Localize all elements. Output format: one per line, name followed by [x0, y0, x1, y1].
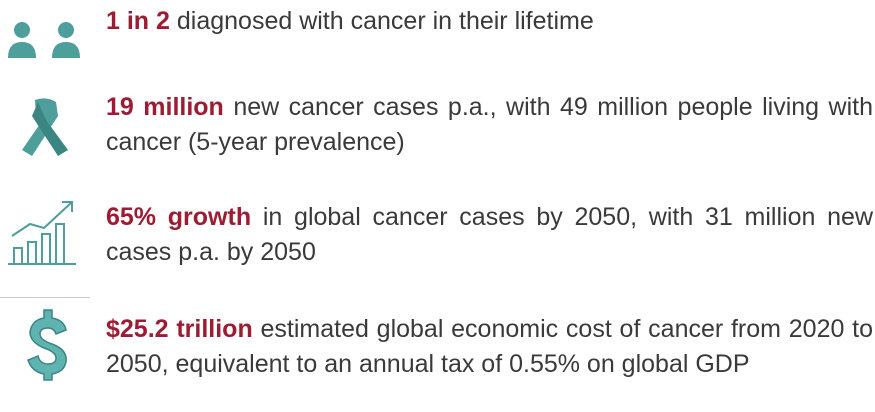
- fact-text: $25.2 trillion estimated global economic…: [106, 312, 873, 382]
- description: in global cancer cases by 2050, with 31 …: [106, 203, 873, 266]
- description: diagnosed with cancer in their lifetime: [176, 7, 594, 35]
- highlight: 1 in 2: [106, 7, 170, 35]
- fact-text: 1 in 2 diagnosed with cancer in their li…: [106, 4, 873, 39]
- description: estimated global economic cost of cancer…: [106, 315, 873, 378]
- highlight: $25.2 trillion: [106, 315, 253, 343]
- dollar-icon: [27, 309, 67, 381]
- fact-text: 19 million new cancer cases p.a., with 4…: [106, 90, 873, 160]
- growth-icon: [8, 201, 76, 265]
- highlight: 65% growth: [106, 203, 252, 231]
- highlight: 19 million: [106, 93, 224, 121]
- ribbon-icon: [22, 98, 68, 156]
- fact-text: 65% growth in global cancer cases by 205…: [106, 200, 873, 270]
- separator: [0, 297, 90, 298]
- description: new cancer cases p.a., with 49 million p…: [106, 93, 873, 156]
- people-icon: [8, 22, 80, 58]
